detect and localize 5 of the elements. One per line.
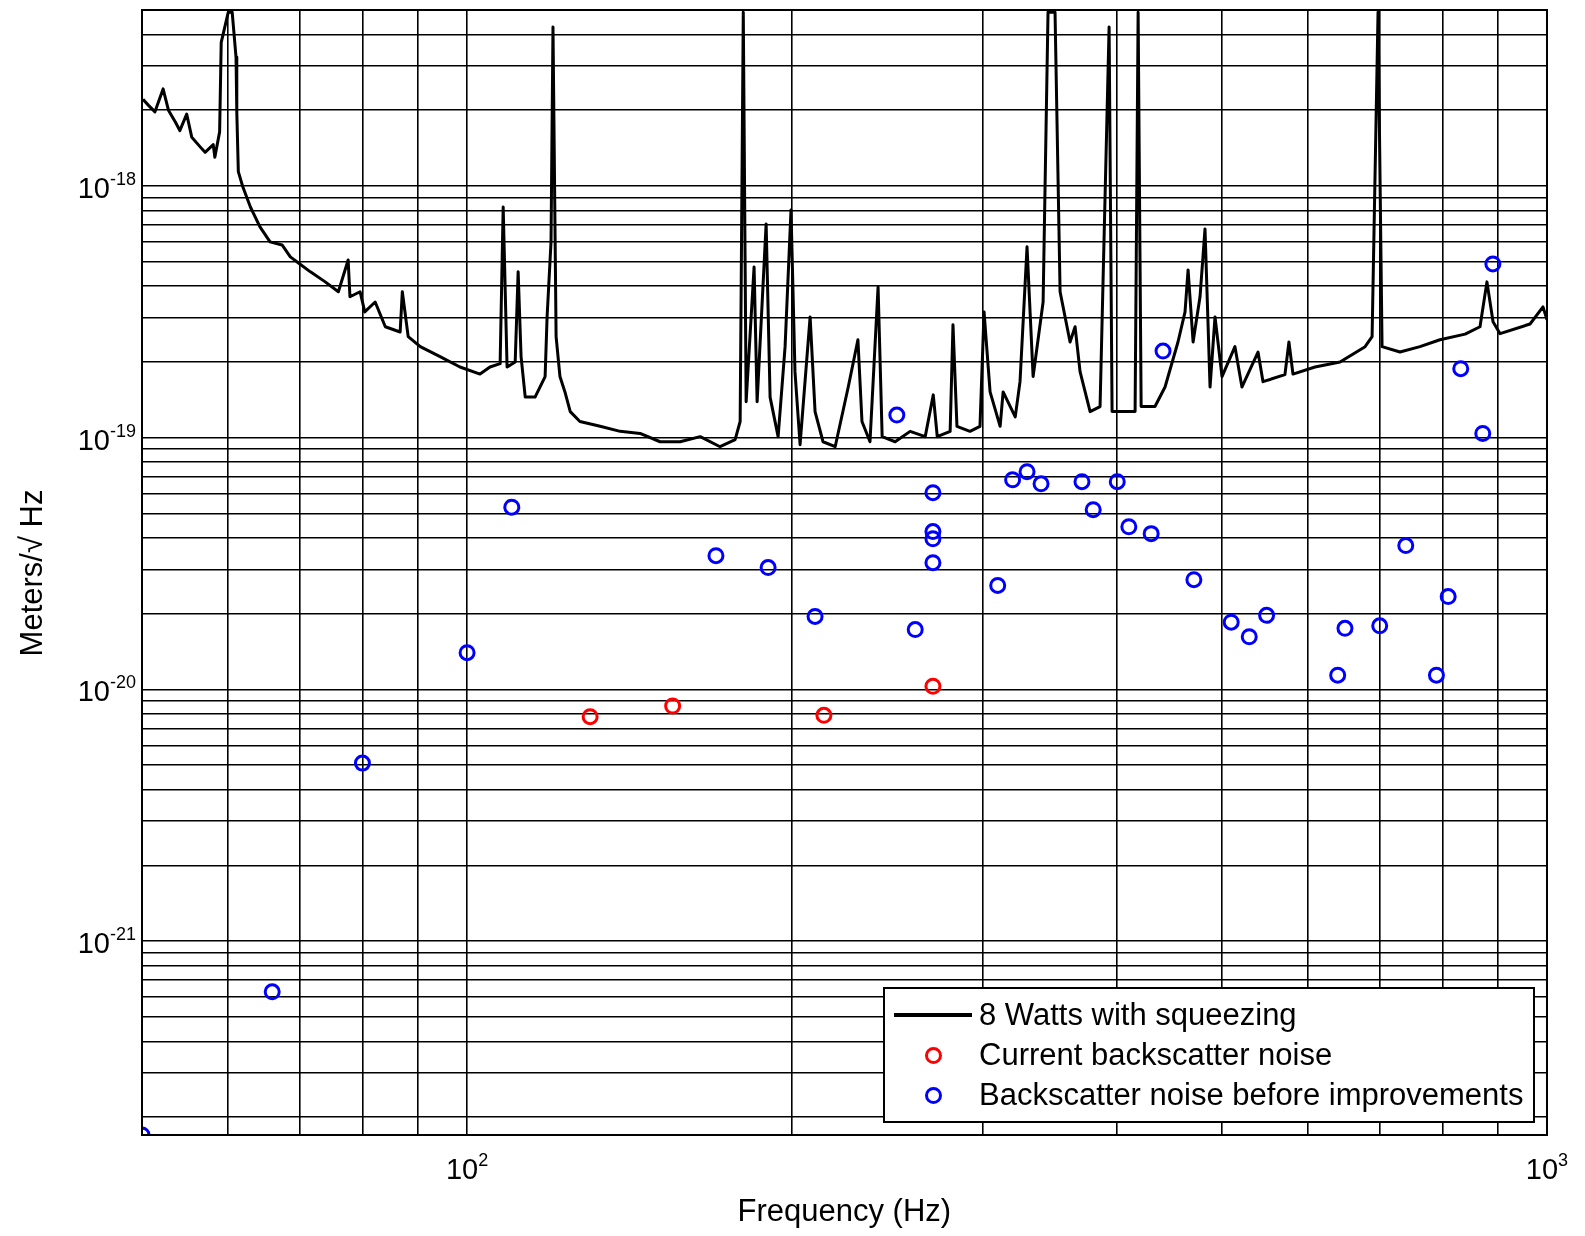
legend-label: 8 Watts with squeezing bbox=[979, 997, 1297, 1033]
x-axis-title: Frequency (Hz) bbox=[737, 1193, 952, 1229]
legend-label: Current backscatter noise bbox=[979, 1037, 1333, 1073]
y-axis-title: Meters/√ Hz bbox=[13, 489, 50, 656]
legend-label: Backscatter noise before improvements bbox=[979, 1077, 1524, 1113]
